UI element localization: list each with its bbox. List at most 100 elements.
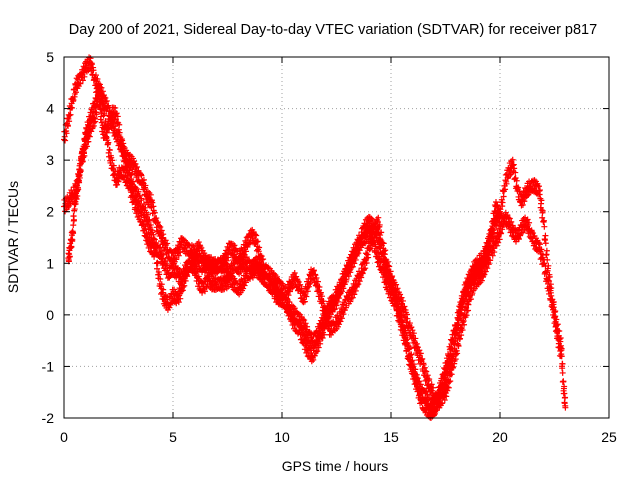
x-tick-label: 15 xyxy=(383,429,399,445)
data-point xyxy=(356,278,363,285)
data-point xyxy=(320,298,327,305)
data-point xyxy=(511,165,518,172)
data-point xyxy=(193,268,200,275)
data-point xyxy=(294,277,301,284)
data-point xyxy=(138,172,145,179)
data-point xyxy=(376,221,383,228)
data-markers xyxy=(61,54,569,422)
data-point xyxy=(420,361,427,368)
data-point xyxy=(241,282,248,289)
y-tick-label: 1 xyxy=(46,255,54,271)
data-point xyxy=(105,139,112,146)
x-tick-label: 20 xyxy=(492,429,508,445)
data-point xyxy=(180,284,187,291)
data-point xyxy=(175,299,182,306)
data-point xyxy=(562,394,569,401)
data-point xyxy=(509,156,516,163)
data-point xyxy=(310,267,317,274)
data-point xyxy=(365,254,372,261)
data-point xyxy=(315,344,322,351)
data-point xyxy=(542,240,549,247)
data-point xyxy=(347,298,354,305)
data-point xyxy=(354,282,361,289)
data-point xyxy=(465,301,472,308)
data-point xyxy=(319,334,326,341)
data-point xyxy=(164,240,171,247)
x-tick-label: 10 xyxy=(274,429,290,445)
data-point xyxy=(443,393,450,400)
data-point xyxy=(225,254,232,261)
data-point xyxy=(310,356,317,363)
data-point xyxy=(457,335,464,342)
data-point xyxy=(465,307,472,314)
y-axis-label: SDTVAR / TECUs xyxy=(5,181,21,293)
y-tick-label: 2 xyxy=(46,204,54,220)
data-point xyxy=(66,118,73,125)
data-point xyxy=(349,294,356,301)
data-point xyxy=(382,247,389,254)
data-point xyxy=(201,288,208,295)
data-point xyxy=(394,285,401,292)
data-point xyxy=(454,350,461,357)
data-point xyxy=(109,157,116,164)
data-point xyxy=(142,182,149,189)
data-point xyxy=(103,129,110,136)
y-tick-label: -2 xyxy=(42,410,55,426)
data-point xyxy=(243,248,250,255)
data-point xyxy=(90,67,97,74)
data-point xyxy=(306,281,313,288)
data-point xyxy=(77,80,84,87)
data-point xyxy=(377,236,384,243)
data-point xyxy=(500,193,507,200)
data-point xyxy=(494,201,501,208)
data-point xyxy=(560,378,567,385)
data-point xyxy=(112,104,119,111)
data-point xyxy=(94,76,101,83)
data-point xyxy=(245,240,252,247)
data-point xyxy=(160,231,167,238)
data-point xyxy=(369,217,376,224)
data-point xyxy=(86,133,93,140)
data-point xyxy=(156,223,163,230)
data-point xyxy=(252,231,259,238)
data-point xyxy=(70,216,77,223)
data-point xyxy=(403,318,410,325)
data-point xyxy=(538,197,545,204)
data-point xyxy=(110,162,117,169)
data-point xyxy=(158,281,165,288)
data-point xyxy=(67,111,74,118)
data-point xyxy=(140,176,147,183)
data-point xyxy=(92,118,99,125)
data-point xyxy=(450,363,457,370)
x-axis-label: GPS time / hours xyxy=(282,458,389,474)
data-point xyxy=(540,217,547,224)
data-point xyxy=(154,260,161,267)
data-point xyxy=(195,239,202,246)
data-point xyxy=(417,350,424,357)
data-point xyxy=(423,368,430,375)
data-point xyxy=(340,311,347,318)
data-point xyxy=(515,184,522,191)
data-point xyxy=(148,198,155,205)
data-point xyxy=(256,244,263,251)
data-point xyxy=(311,352,318,359)
data-point xyxy=(108,154,115,161)
data-point xyxy=(363,259,370,266)
data-point xyxy=(404,315,411,322)
data-point xyxy=(378,229,385,236)
data-point xyxy=(243,279,250,286)
data-point xyxy=(461,321,468,328)
data-point xyxy=(366,246,373,253)
data-point xyxy=(352,287,359,294)
data-point xyxy=(147,191,154,198)
data-point xyxy=(358,274,365,281)
data-point xyxy=(512,169,519,176)
data-point xyxy=(389,273,396,280)
data-point xyxy=(113,110,120,117)
data-point xyxy=(154,265,161,272)
data-point xyxy=(464,300,471,307)
data-point xyxy=(446,379,453,386)
data-point xyxy=(499,199,506,206)
data-point xyxy=(317,340,324,347)
data-point xyxy=(503,180,510,187)
